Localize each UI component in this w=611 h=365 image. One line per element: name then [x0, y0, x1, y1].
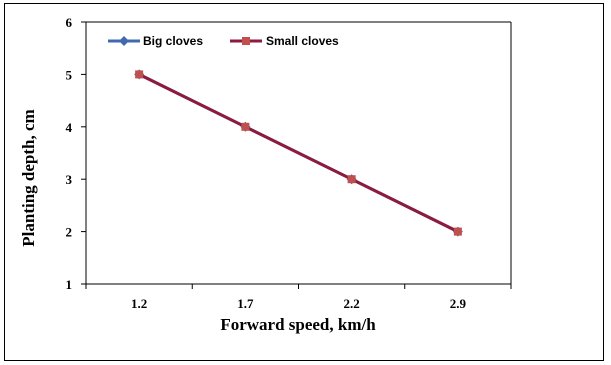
- y-tick-label: 2: [66, 225, 73, 240]
- x-axis-title: Forward speed, km/h: [220, 315, 376, 334]
- x-tick-label: 2.2: [344, 296, 360, 311]
- chart-frame: [4, 3, 604, 361]
- y-tick-label: 3: [66, 172, 73, 187]
- data-point-small-cloves: [453, 227, 462, 236]
- legend-marker-big-cloves: [119, 36, 129, 46]
- legend: Big cloves Small cloves: [108, 34, 339, 48]
- data-point-small-cloves: [241, 122, 250, 131]
- y-tick-label: 5: [66, 67, 73, 82]
- x-tick-label: 1.2: [131, 296, 147, 311]
- x-tick-label: 1.7: [237, 296, 254, 311]
- data-point-small-cloves: [347, 175, 356, 184]
- series-line-small-cloves: [138, 73, 459, 233]
- y-tick-label: 1: [66, 277, 73, 292]
- x-tick-label: 2.9: [450, 296, 467, 311]
- legend-label-big-cloves: Big cloves: [143, 34, 203, 48]
- legend-label-small-cloves: Small cloves: [266, 34, 339, 48]
- data-point-small-cloves: [135, 70, 144, 79]
- y-tick-label: 6: [66, 15, 73, 30]
- y-axis-title: Planting depth, cm: [19, 109, 38, 246]
- y-tick-label: 4: [66, 120, 73, 135]
- legend-marker-small-cloves: [242, 37, 250, 45]
